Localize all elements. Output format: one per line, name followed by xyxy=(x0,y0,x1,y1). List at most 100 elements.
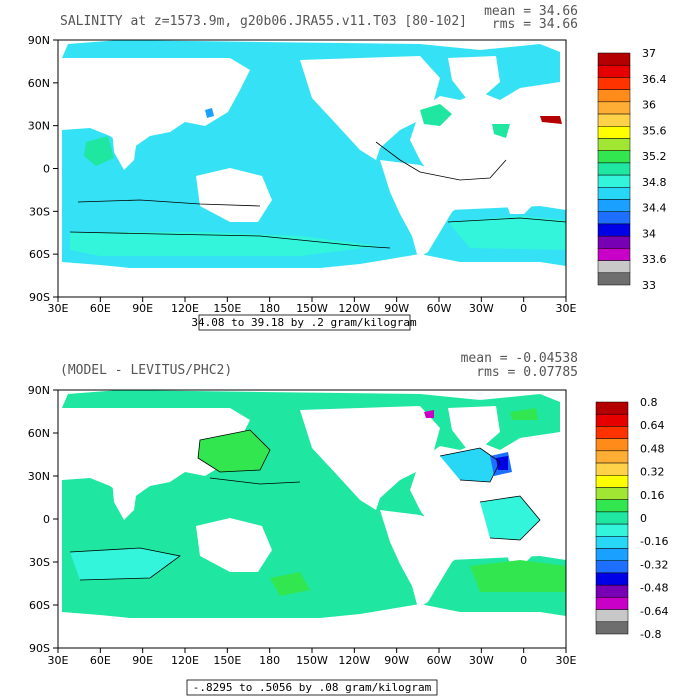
colorbar-swatch xyxy=(597,235,631,249)
colorbar-label: 36.4 xyxy=(642,73,667,86)
land-north-america xyxy=(300,406,440,510)
colorbar-swatch xyxy=(595,536,629,549)
colorbar-label: 0.64 xyxy=(640,419,665,432)
mean-label: mean = -0.04538 xyxy=(461,351,578,366)
colorbar-label: 37 xyxy=(642,47,656,60)
colorbar-label: 0.48 xyxy=(640,442,665,455)
colorbar-swatch xyxy=(597,223,631,237)
land-antarctica xyxy=(58,268,566,297)
colorbar-label: 0.8 xyxy=(640,396,658,409)
y-tick-label: 60N xyxy=(28,427,50,440)
x-tick-label: 90W xyxy=(384,302,409,315)
colorbar-swatch xyxy=(595,487,629,500)
colorbar-swatch xyxy=(597,113,631,127)
contour-region xyxy=(198,430,270,472)
land-south-america xyxy=(380,510,472,608)
x-tick-label: 180 xyxy=(259,654,280,667)
colorbar-swatch xyxy=(595,499,629,513)
range-label: 34.08 to 39.18 by .2 gram/kilogram xyxy=(191,316,417,329)
colorbar-swatch xyxy=(597,150,631,164)
colorbar-swatch xyxy=(597,174,631,188)
x-tick-label: 30E xyxy=(556,302,577,315)
colorbar-swatch xyxy=(595,572,629,586)
y-tick-label: 30S xyxy=(29,205,50,218)
land-asia xyxy=(62,408,250,500)
contour-line xyxy=(69,141,567,249)
contour-region xyxy=(84,136,114,166)
contour-region xyxy=(424,410,434,418)
x-tick-label: 120E xyxy=(171,302,199,315)
x-tick-label: 60W xyxy=(427,654,452,667)
colorbar-swatch xyxy=(597,101,631,115)
colorbar-swatch xyxy=(597,162,631,176)
contour-region xyxy=(440,448,500,482)
colorbar-swatch xyxy=(595,511,629,525)
colorbar-swatch xyxy=(597,211,631,225)
colorbar-swatch xyxy=(597,260,631,274)
colorbar-swatch xyxy=(595,438,629,452)
x-tick-label: 120E xyxy=(171,654,199,667)
contour-region xyxy=(540,116,562,124)
y-tick-label: 0 xyxy=(43,513,50,526)
y-tick-label: 90N xyxy=(28,34,50,47)
contour-region xyxy=(510,408,538,420)
y-tick-label: 60N xyxy=(28,77,50,90)
y-tick-label: 30S xyxy=(29,556,50,569)
contour-region xyxy=(70,548,180,580)
colorbar-swatch xyxy=(597,199,631,212)
contour-region xyxy=(492,124,510,138)
panel-title: SALINITY at z=1573.9m, g20b06.JRA55.v11.… xyxy=(60,14,467,29)
colorbar-label: 0.32 xyxy=(640,466,665,479)
x-tick-label: 90E xyxy=(132,654,153,667)
map-area xyxy=(57,389,567,649)
colorbar-swatch xyxy=(597,89,631,103)
contour-region xyxy=(496,456,508,470)
colorbar-label: -0.48 xyxy=(640,582,668,595)
range-box xyxy=(198,314,411,331)
colorbar-label: -0.64 xyxy=(640,605,668,618)
y-tick-label: 90S xyxy=(29,642,50,655)
colorbar-label: -0.8 xyxy=(640,628,661,641)
rms-label: rms = 34.66 xyxy=(492,17,578,32)
contour-region xyxy=(205,108,214,118)
colorbar-swatch xyxy=(595,548,629,561)
colorbar-swatch xyxy=(595,401,629,415)
y-axis: 90N 60N 30N 0 30S 60S 90S xyxy=(28,384,58,655)
land-greenland xyxy=(448,56,500,98)
range-box xyxy=(186,679,438,696)
x-tick-label: 30E xyxy=(48,302,69,315)
colorbar-label: 33.6 xyxy=(642,253,667,266)
colorbar-label: 34 xyxy=(642,227,656,240)
colorbar-swatch xyxy=(597,272,631,286)
colorbar-swatch xyxy=(595,584,629,598)
colorbar-label: 35.2 xyxy=(642,150,667,163)
x-tick-label: 150E xyxy=(213,302,241,315)
land-australia xyxy=(196,168,272,222)
x-tick-label: 60W xyxy=(427,302,452,315)
panel-bottom: (MODEL - LEVITUS/PHC2) mean = -0.04538 r… xyxy=(28,351,668,696)
contour-region xyxy=(270,572,310,596)
colorbar-swatch xyxy=(597,64,631,78)
x-tick-label: 30W xyxy=(469,654,494,667)
colorbar-swatch xyxy=(597,52,631,66)
land-india xyxy=(112,480,138,520)
contour-line xyxy=(69,429,541,581)
x-tick-label: 30E xyxy=(48,654,69,667)
x-tick-label: 90E xyxy=(132,302,153,315)
colorbar-label: 35.6 xyxy=(642,124,667,137)
y-tick-label: 0 xyxy=(43,163,50,176)
colorbar: 0.8 0.64 0.48 0.32 0.16 0 -0.16 -0.32 -0.48 -0.64… xyxy=(595,396,668,641)
colorbar-swatch xyxy=(595,597,629,610)
y-axis: 90N 60N 30N 0 30S 60S 90S xyxy=(28,34,58,304)
colorbar-swatch xyxy=(595,609,629,623)
colorbar-swatch xyxy=(595,560,629,574)
colorbar-swatch xyxy=(595,475,629,488)
colorbar-swatch xyxy=(597,138,631,151)
y-tick-label: 30N xyxy=(28,120,50,133)
mean-label: mean = 34.66 xyxy=(484,4,578,19)
x-tick-label: 30E xyxy=(556,654,577,667)
contour-region xyxy=(470,560,566,592)
colorbar-label: -0.32 xyxy=(640,558,668,571)
y-tick-label: 60S xyxy=(29,248,50,261)
